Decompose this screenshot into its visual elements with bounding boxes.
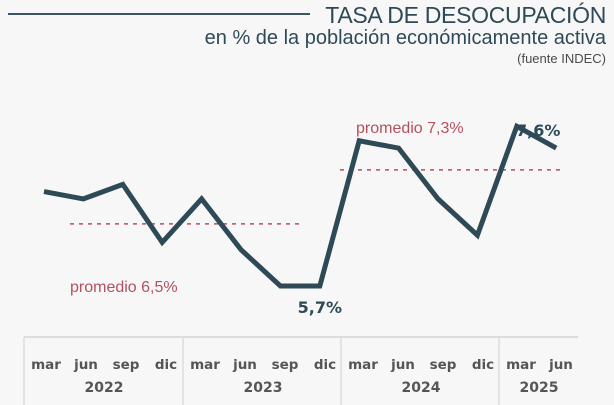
x-tick-label: sep	[113, 357, 140, 373]
average-lines: promedio 6,5% promedio 7,3%	[70, 120, 565, 296]
x-tick-label: jun	[390, 357, 415, 373]
year-label: 2023	[244, 380, 283, 396]
x-tick-label: sep	[430, 357, 457, 373]
year-label: 2025	[520, 380, 559, 396]
data-label: 5,7%	[298, 298, 342, 317]
chart-source: (fuente INDEC)	[517, 51, 606, 66]
average-label: promedio 7,3%	[356, 120, 464, 137]
x-tick-label: jun	[232, 357, 257, 373]
x-tick-label: jun	[548, 357, 573, 373]
series-line	[43, 122, 558, 289]
chart-title: TASA DE DESOCUPACIÓN	[325, 2, 606, 28]
labels-group: 5,7% 7,6%	[298, 121, 561, 317]
x-tick-label: mar	[31, 357, 61, 373]
x-tick-label: sep	[272, 357, 299, 373]
title-rule	[8, 13, 310, 15]
x-tick-label: mar	[190, 357, 220, 373]
average-label: promedio 6,5%	[70, 279, 178, 296]
series-group	[43, 122, 558, 289]
x-tick-label: dic	[472, 357, 494, 373]
x-tick-label: mar	[506, 357, 536, 373]
x-tick-label: dic	[314, 357, 336, 373]
x-tick-label: mar	[348, 357, 378, 373]
data-label: 7,6%	[516, 121, 560, 140]
chart-subtitle: en % de la población económicamente acti…	[204, 27, 606, 49]
year-label: 2022	[85, 380, 124, 396]
x-tick-label: jun	[73, 357, 98, 373]
x-tick-label: dic	[155, 357, 177, 373]
year-label: 2024	[402, 380, 441, 396]
